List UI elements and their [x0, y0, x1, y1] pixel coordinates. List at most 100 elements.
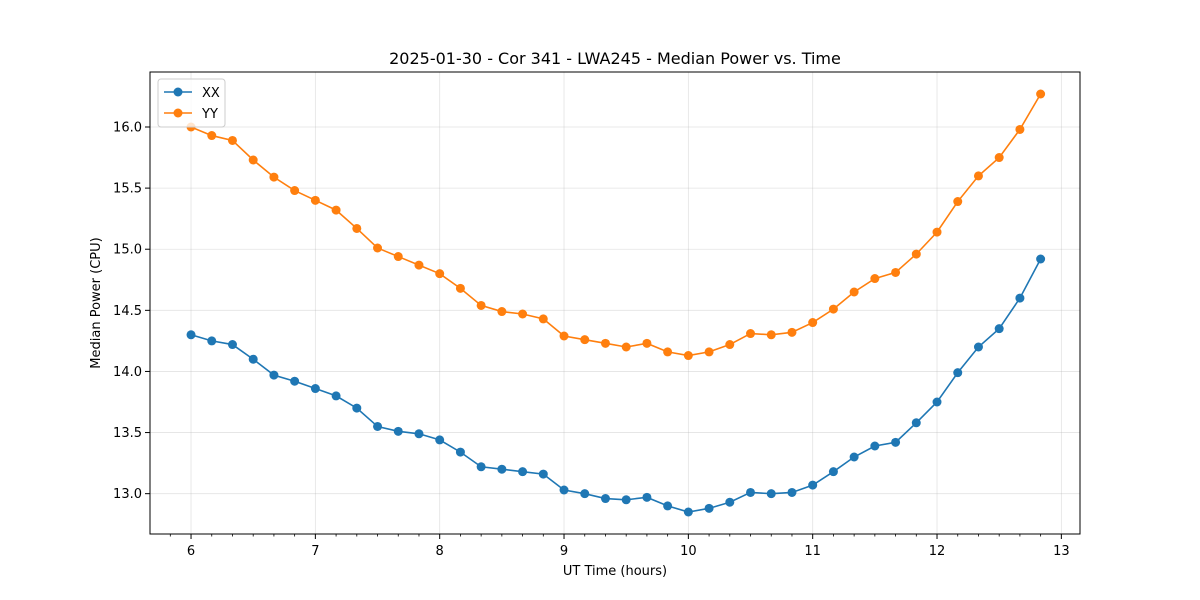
- data-point-yy: [518, 309, 528, 319]
- tick-layer: 6 7 8 9 10 11 12 13 13.0 13.5 14.0 14.5 15.0 15.5 16.0: [113, 121, 1070, 560]
- data-point-yy: [248, 155, 258, 165]
- data-point-xx: [497, 464, 507, 474]
- x-axis-label: UT Time (hours): [563, 564, 667, 579]
- data-point-xx: [1036, 254, 1046, 264]
- y-tick-label: 14.5: [113, 304, 142, 319]
- data-point-yy: [580, 335, 590, 345]
- data-point-xx: [973, 342, 983, 352]
- data-point-xx: [455, 447, 465, 457]
- data-point-yy: [787, 327, 797, 337]
- data-point-yy: [621, 342, 631, 352]
- data-point-yy: [290, 186, 300, 196]
- data-point-yy: [269, 172, 279, 182]
- y-tick-label: 13.5: [113, 426, 142, 441]
- data-point-xx: [352, 403, 362, 413]
- legend: XX YY: [157, 78, 226, 128]
- data-point-xx: [269, 370, 279, 380]
- data-point-xx: [870, 441, 880, 451]
- data-point-xx: [559, 485, 569, 495]
- data-point-xx: [663, 501, 673, 511]
- data-point-yy: [373, 243, 383, 253]
- x-tick-label: 9: [560, 544, 568, 559]
- data-point-xx: [994, 324, 1004, 334]
- data-point-xx: [828, 467, 838, 477]
- data-point-yy: [766, 330, 776, 340]
- data-point-xx: [248, 354, 258, 364]
- x-tick-label: 11: [804, 544, 821, 559]
- x-tick-label: 7: [311, 544, 319, 559]
- data-point-xx: [932, 397, 942, 407]
- data-point-xx: [1015, 293, 1025, 303]
- data-point-yy: [870, 274, 880, 284]
- data-point-yy: [808, 318, 818, 328]
- x-tick-label: 13: [1053, 544, 1070, 559]
- data-point-yy: [331, 205, 341, 215]
- data-point-yy: [476, 300, 486, 310]
- data-point-yy: [455, 283, 465, 293]
- data-point-yy: [207, 131, 217, 141]
- data-point-xx: [373, 421, 383, 431]
- data-point-xx: [414, 429, 424, 439]
- data-point-yy: [600, 338, 610, 348]
- data-point-yy: [828, 304, 838, 314]
- data-point-xx: [704, 503, 714, 513]
- data-point-yy: [642, 338, 652, 348]
- x-tick-label: 6: [187, 544, 195, 559]
- data-point-yy: [497, 307, 507, 317]
- data-point-yy: [746, 329, 756, 339]
- x-tick-label: 8: [436, 544, 444, 559]
- data-point-yy: [227, 135, 237, 145]
- data-point-yy: [932, 227, 942, 237]
- data-point-xx: [746, 487, 756, 497]
- grid-layer: [150, 72, 1080, 534]
- data-point-xx: [538, 469, 548, 479]
- data-point-xx: [227, 340, 237, 350]
- data-point-yy: [973, 171, 983, 181]
- data-point-yy: [352, 223, 362, 233]
- data-point-yy: [393, 252, 403, 262]
- x-tick-label: 12: [929, 544, 946, 559]
- y-tick-label: 15.5: [113, 182, 142, 197]
- data-point-xx: [207, 336, 217, 346]
- data-point-xx: [683, 507, 693, 517]
- data-point-xx: [600, 494, 610, 504]
- data-point-xx: [766, 489, 776, 499]
- data-point-yy: [414, 260, 424, 270]
- data-point-xx: [953, 368, 963, 378]
- data-point-xx: [621, 495, 631, 505]
- data-point-xx: [580, 489, 590, 499]
- legend-marker-yy: [173, 108, 183, 118]
- data-point-xx: [725, 497, 735, 507]
- data-point-xx: [849, 452, 859, 462]
- series-yy: [186, 89, 1046, 361]
- y-tick-label: 13.0: [113, 487, 142, 502]
- data-point-xx: [393, 426, 403, 436]
- y-tick-label: 14.0: [113, 365, 142, 380]
- y-tick-label: 15.0: [113, 243, 142, 258]
- legend-label-xx: XX: [202, 86, 220, 101]
- data-point-xx: [331, 391, 341, 401]
- data-point-yy: [1036, 89, 1046, 99]
- data-point-yy: [435, 269, 445, 279]
- data-point-yy: [538, 314, 548, 324]
- data-point-yy: [683, 351, 693, 361]
- legend-label-yy: YY: [201, 107, 218, 122]
- data-point-xx: [290, 376, 300, 386]
- plot-frame: [149, 71, 1081, 535]
- data-point-xx: [642, 492, 652, 502]
- data-point-xx: [891, 437, 901, 447]
- data-point-yy: [725, 340, 735, 350]
- x-tick-label: 10: [680, 544, 697, 559]
- data-point-xx: [476, 462, 486, 472]
- data-point-yy: [1015, 124, 1025, 134]
- data-point-yy: [953, 197, 963, 207]
- data-point-xx: [518, 467, 528, 477]
- data-point-xx: [435, 435, 445, 445]
- data-point-yy: [911, 249, 921, 259]
- data-point-xx: [310, 384, 320, 394]
- y-axis-label: Median Power (CPU): [89, 237, 104, 368]
- data-point-yy: [559, 331, 569, 341]
- y-tick-label: 16.0: [113, 121, 142, 136]
- data-point-yy: [704, 347, 714, 357]
